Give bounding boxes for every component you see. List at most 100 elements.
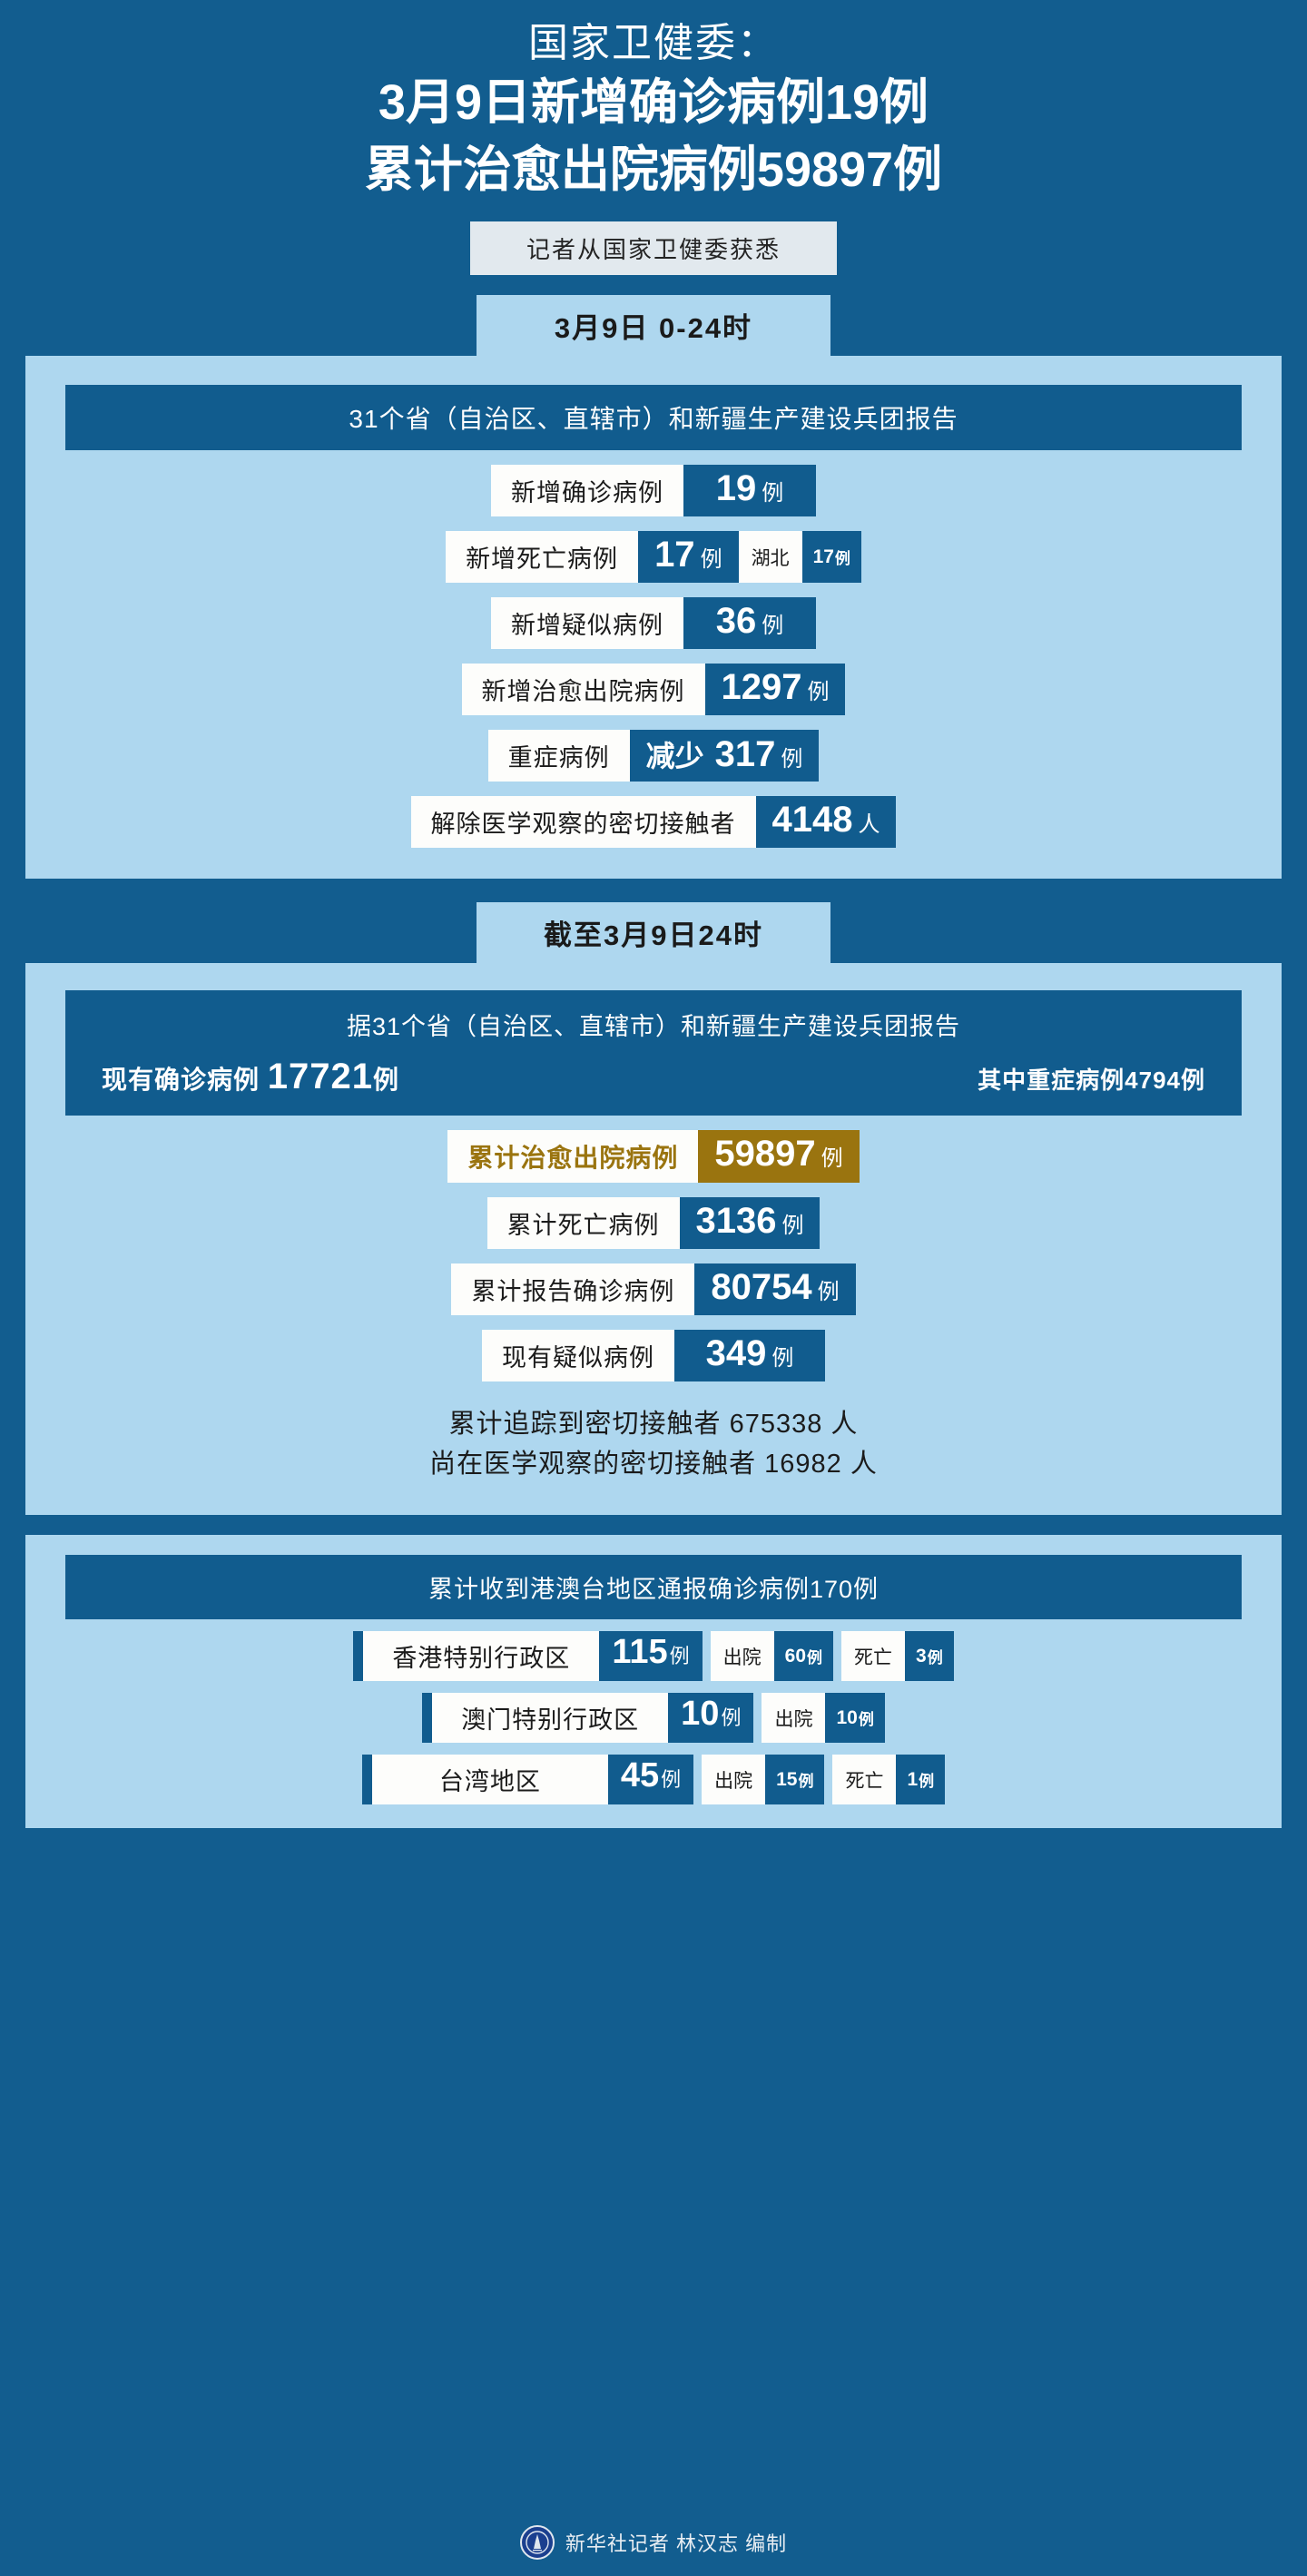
region-unit: 例 <box>669 1645 690 1668</box>
row-number: 349 <box>705 1333 767 1374</box>
row-number: 59897 <box>714 1134 816 1175</box>
row-label: 累计治愈出院病例 <box>447 1130 699 1184</box>
row-number: 17 <box>654 535 695 575</box>
header: 国家卫健委： 3月9日新增确诊病例19例 累计治愈出院病例59897例 <box>0 0 1307 202</box>
region-detail-value: 3 例 <box>905 1631 954 1682</box>
region-number: 45 <box>620 1756 660 1795</box>
row-label: 新增治愈出院病例 <box>461 664 705 716</box>
row-label: 现有疑似病例 <box>482 1330 674 1382</box>
row-unit: 例 <box>781 747 803 772</box>
cumulative-source-line: 据31个省（自治区、直辖市）和新疆生产建设兵团报告 <box>346 1013 961 1041</box>
region-name: 香港特别行政区 <box>363 1631 600 1682</box>
cumulative-row: 累计死亡病例 3136 例 <box>25 1197 1282 1250</box>
row-unit: 例 <box>817 1280 840 1305</box>
region-detail-number: 1 <box>907 1768 919 1790</box>
cumulative-contact-lines: 累计追踪到密切接触者 675338 人 尚在医学观察的密切接触者 16982 人 <box>25 1405 1282 1484</box>
region-detail-number: 15 <box>776 1768 798 1790</box>
region-detail-unit: 例 <box>919 1773 935 1791</box>
region-detail-unit: 例 <box>807 1649 822 1667</box>
region-detail-label: 出院 <box>710 1631 774 1682</box>
region-row: 香港特别行政区 115 例 出院 60 例 死亡 3 例 <box>25 1631 1282 1682</box>
headline-line-1: 3月9日新增确诊病例19例 <box>378 74 929 130</box>
region-detail-number: 10 <box>836 1706 858 1728</box>
cumulative-row-highlight: 累计治愈出院病例 59897 例 <box>25 1130 1282 1184</box>
current-confirmed-label: 现有确诊病例 <box>102 1066 260 1095</box>
daily-source-bar: 31个省（自治区、直辖市）和新疆生产建设兵团报告 <box>65 385 1242 451</box>
row-sub-label: 湖北 <box>738 531 802 584</box>
row-label: 新增疑似病例 <box>491 597 683 650</box>
row-unit: 例 <box>821 1146 843 1172</box>
daily-panel: 31个省（自治区、直辖市）和新疆生产建设兵团报告 新增确诊病例 19 例 新增死… <box>25 356 1282 880</box>
spacer <box>824 1755 832 1804</box>
under-observation-line: 尚在医学观察的密切接触者 16982 人 <box>429 1449 878 1479</box>
row-label: 解除医学观察的密切接触者 <box>410 796 756 849</box>
cumulative-date-row: 截至3月9日24时 <box>0 902 1307 964</box>
region-detail-label: 出院 <box>702 1755 766 1805</box>
daily-row: 重症病例 减少 317 例 <box>25 730 1282 782</box>
region-accent-bar <box>353 1631 364 1682</box>
row-unit: 例 <box>771 1346 794 1372</box>
subtitle-row: 记者从国家卫健委获悉 <box>0 221 1307 276</box>
row-number: 317 <box>714 734 776 775</box>
region-detail-value: 60 例 <box>773 1631 833 1682</box>
row-value: 59897 例 <box>698 1130 860 1184</box>
footer-credit: 新华社记者 林汉志 编制 <box>565 2532 788 2555</box>
row-value: 19 例 <box>683 465 816 517</box>
daily-row: 解除医学观察的密切接触者 4148 人 <box>25 796 1282 849</box>
current-confirmed-unit: 例 <box>373 1066 400 1095</box>
section-cumulative: 截至3月9日24时 据31个省（自治区、直辖市）和新疆生产建设兵团报告 现有确诊… <box>0 902 1307 1516</box>
region-name: 澳门特别行政区 <box>432 1693 669 1744</box>
spacer <box>693 1755 702 1804</box>
cumulative-row: 现有疑似病例 349 例 <box>25 1330 1282 1382</box>
region-detail-unit: 例 <box>858 1711 874 1729</box>
row-label: 新增确诊病例 <box>491 465 683 517</box>
row-unit: 例 <box>807 680 830 705</box>
severe-cases-text: 其中重症病例4794例 <box>978 1067 1205 1095</box>
row-prefix: 减少 <box>645 740 704 773</box>
row-sub-number: 17 <box>812 546 834 567</box>
daily-row: 新增治愈出院病例 1297 例 <box>25 664 1282 716</box>
row-value: 80754 例 <box>694 1263 856 1316</box>
subtitle-pill: 记者从国家卫健委获悉 <box>470 221 837 276</box>
xinhua-logo-icon <box>519 2525 555 2560</box>
headline-line-2: 累计治愈出院病例59897例 <box>364 143 943 198</box>
region-number: 10 <box>681 1695 720 1734</box>
row-label: 重症病例 <box>487 730 630 782</box>
region-detail-label: 出院 <box>762 1693 826 1744</box>
spacer <box>833 1631 841 1681</box>
cumulative-date-label: 截至3月9日24时 <box>477 902 830 964</box>
region-detail-value: 10 例 <box>825 1693 885 1744</box>
region-row: 台湾地区 45 例 出院 15 例 死亡 1 例 <box>25 1755 1282 1805</box>
row-number: 36 <box>715 601 757 642</box>
row-label: 新增死亡病例 <box>446 531 639 584</box>
section-daily: 3月9日 0-24时 31个省（自治区、直辖市）和新疆生产建设兵团报告 新增确诊… <box>0 295 1307 880</box>
row-label: 累计报告确诊病例 <box>451 1263 695 1316</box>
row-unit: 例 <box>781 1214 804 1239</box>
regions-panel: 累计收到港澳台地区通报确诊病例170例 香港特别行政区 115 例 出院 60 … <box>25 1535 1282 1829</box>
row-sub-unit: 例 <box>834 550 850 568</box>
row-value: 3136 例 <box>679 1197 821 1250</box>
region-detail-value: 15 例 <box>765 1755 825 1805</box>
row-value: 1297 例 <box>704 664 846 716</box>
spacer <box>753 1693 762 1743</box>
daily-date-label: 3月9日 0-24时 <box>477 295 830 357</box>
cumulative-summary-bar: 据31个省（自治区、直辖市）和新疆生产建设兵团报告 现有确诊病例 17721例 … <box>65 990 1242 1116</box>
region-value: 10 例 <box>668 1693 754 1744</box>
region-accent-bar <box>361 1755 372 1805</box>
region-detail-number: 3 <box>916 1645 927 1667</box>
region-number: 115 <box>612 1633 668 1672</box>
region-detail-unit: 例 <box>927 1649 943 1667</box>
row-label: 累计死亡病例 <box>486 1197 680 1250</box>
row-unit: 人 <box>858 812 880 838</box>
current-confirmed: 现有确诊病例 17721例 <box>102 1057 399 1097</box>
current-confirmed-value: 17721 <box>267 1057 374 1097</box>
cumulative-summary-line: 现有确诊病例 17721例 其中重症病例4794例 <box>89 1057 1218 1097</box>
region-detail-label: 死亡 <box>832 1755 897 1805</box>
row-number: 80754 <box>711 1267 812 1308</box>
region-accent-bar <box>422 1693 433 1744</box>
daily-date-row: 3月9日 0-24时 <box>0 295 1307 357</box>
row-number: 1297 <box>721 667 802 708</box>
region-value: 115 例 <box>599 1631 703 1682</box>
region-detail-label: 死亡 <box>841 1631 905 1682</box>
